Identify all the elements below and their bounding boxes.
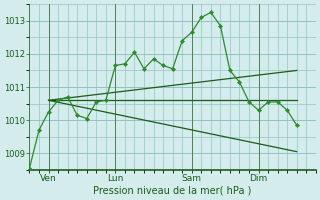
X-axis label: Pression niveau de la mer( hPa ): Pression niveau de la mer( hPa ) — [93, 186, 252, 196]
